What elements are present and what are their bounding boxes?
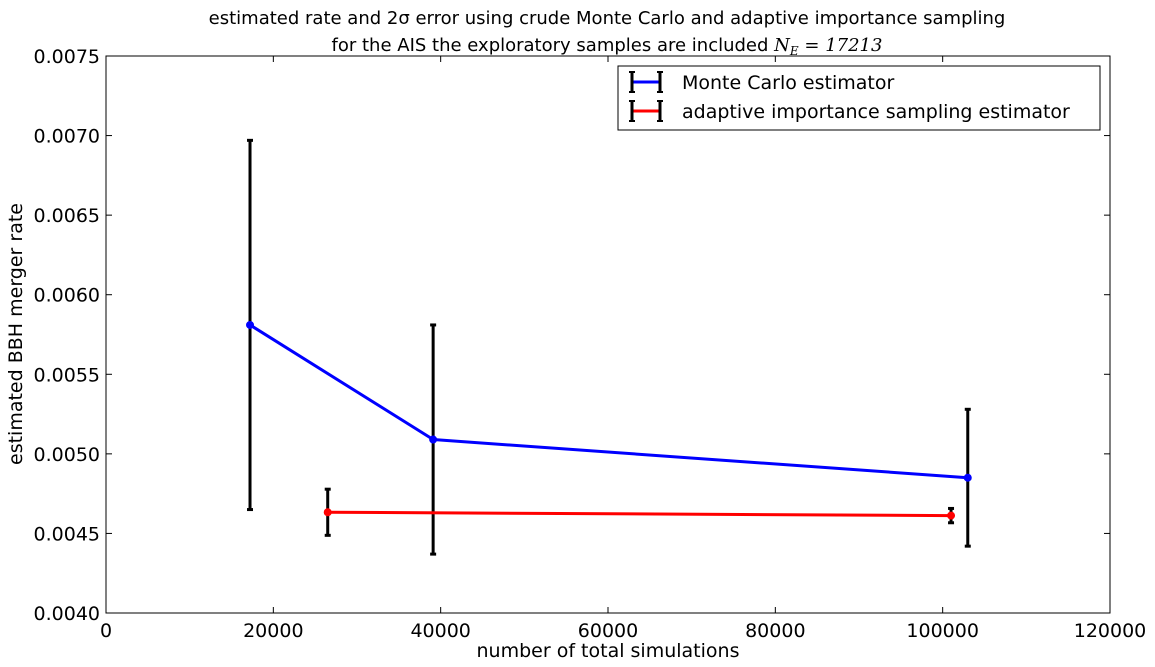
x-tick-label: 120000	[1074, 620, 1147, 642]
x-tick-label: 60000	[578, 620, 638, 642]
data-point	[947, 511, 956, 520]
x-axis-label: number of total simulations	[477, 640, 740, 662]
legend: Monte Carlo estimator adaptive importance…	[617, 65, 1101, 131]
series-line	[327, 510, 952, 518]
data-point	[963, 473, 972, 482]
chart-title: estimated rate and 2σ error using crude …	[209, 8, 1006, 29]
data-point	[429, 435, 438, 444]
y-tick-label: 0.0075	[34, 46, 100, 68]
legend-label: Monte Carlo estimator	[682, 72, 894, 94]
y-tick-label: 0.0060	[34, 285, 100, 307]
x-axis-ticks: 0 20000 40000 60000 80000 100000 120000	[100, 56, 1146, 642]
legend-box	[617, 65, 1101, 131]
y-tick-label: 0.0070	[34, 126, 100, 148]
plot-frame	[105, 55, 1111, 614]
y-axis-label: estimated BBH merger rate	[5, 203, 27, 465]
x-tick-label: 100000	[906, 620, 979, 642]
data-point	[323, 508, 332, 517]
series-2	[323, 487, 956, 537]
chart-subtitle: for the AIS the exploratory samples are …	[332, 35, 883, 58]
legend-entry: adaptive importance sampling estimator	[629, 100, 1070, 123]
y-axis-ticks: 0.0040 0.0045 0.0050 0.0055 0.0060 0.0065 0.00…	[34, 46, 1110, 625]
x-tick-label: 0	[100, 620, 112, 642]
y-tick-label: 0.0045	[34, 523, 100, 545]
y-tick-label: 0.0050	[34, 444, 100, 466]
y-tick-label: 0.0040	[34, 603, 100, 625]
series-line	[249, 323, 968, 480]
x-tick-label: 80000	[745, 620, 805, 642]
x-tick-label: 20000	[243, 620, 303, 642]
y-tick-label: 0.0065	[34, 205, 100, 227]
data-point	[246, 320, 255, 329]
y-tick-label: 0.0055	[34, 364, 100, 386]
x-tick-label: 40000	[410, 620, 470, 642]
series-1	[246, 138, 972, 556]
legend-label: adaptive importance sampling estimator	[682, 101, 1070, 123]
series-layer	[246, 138, 972, 556]
legend-entry: Monte Carlo estimator	[629, 71, 894, 94]
